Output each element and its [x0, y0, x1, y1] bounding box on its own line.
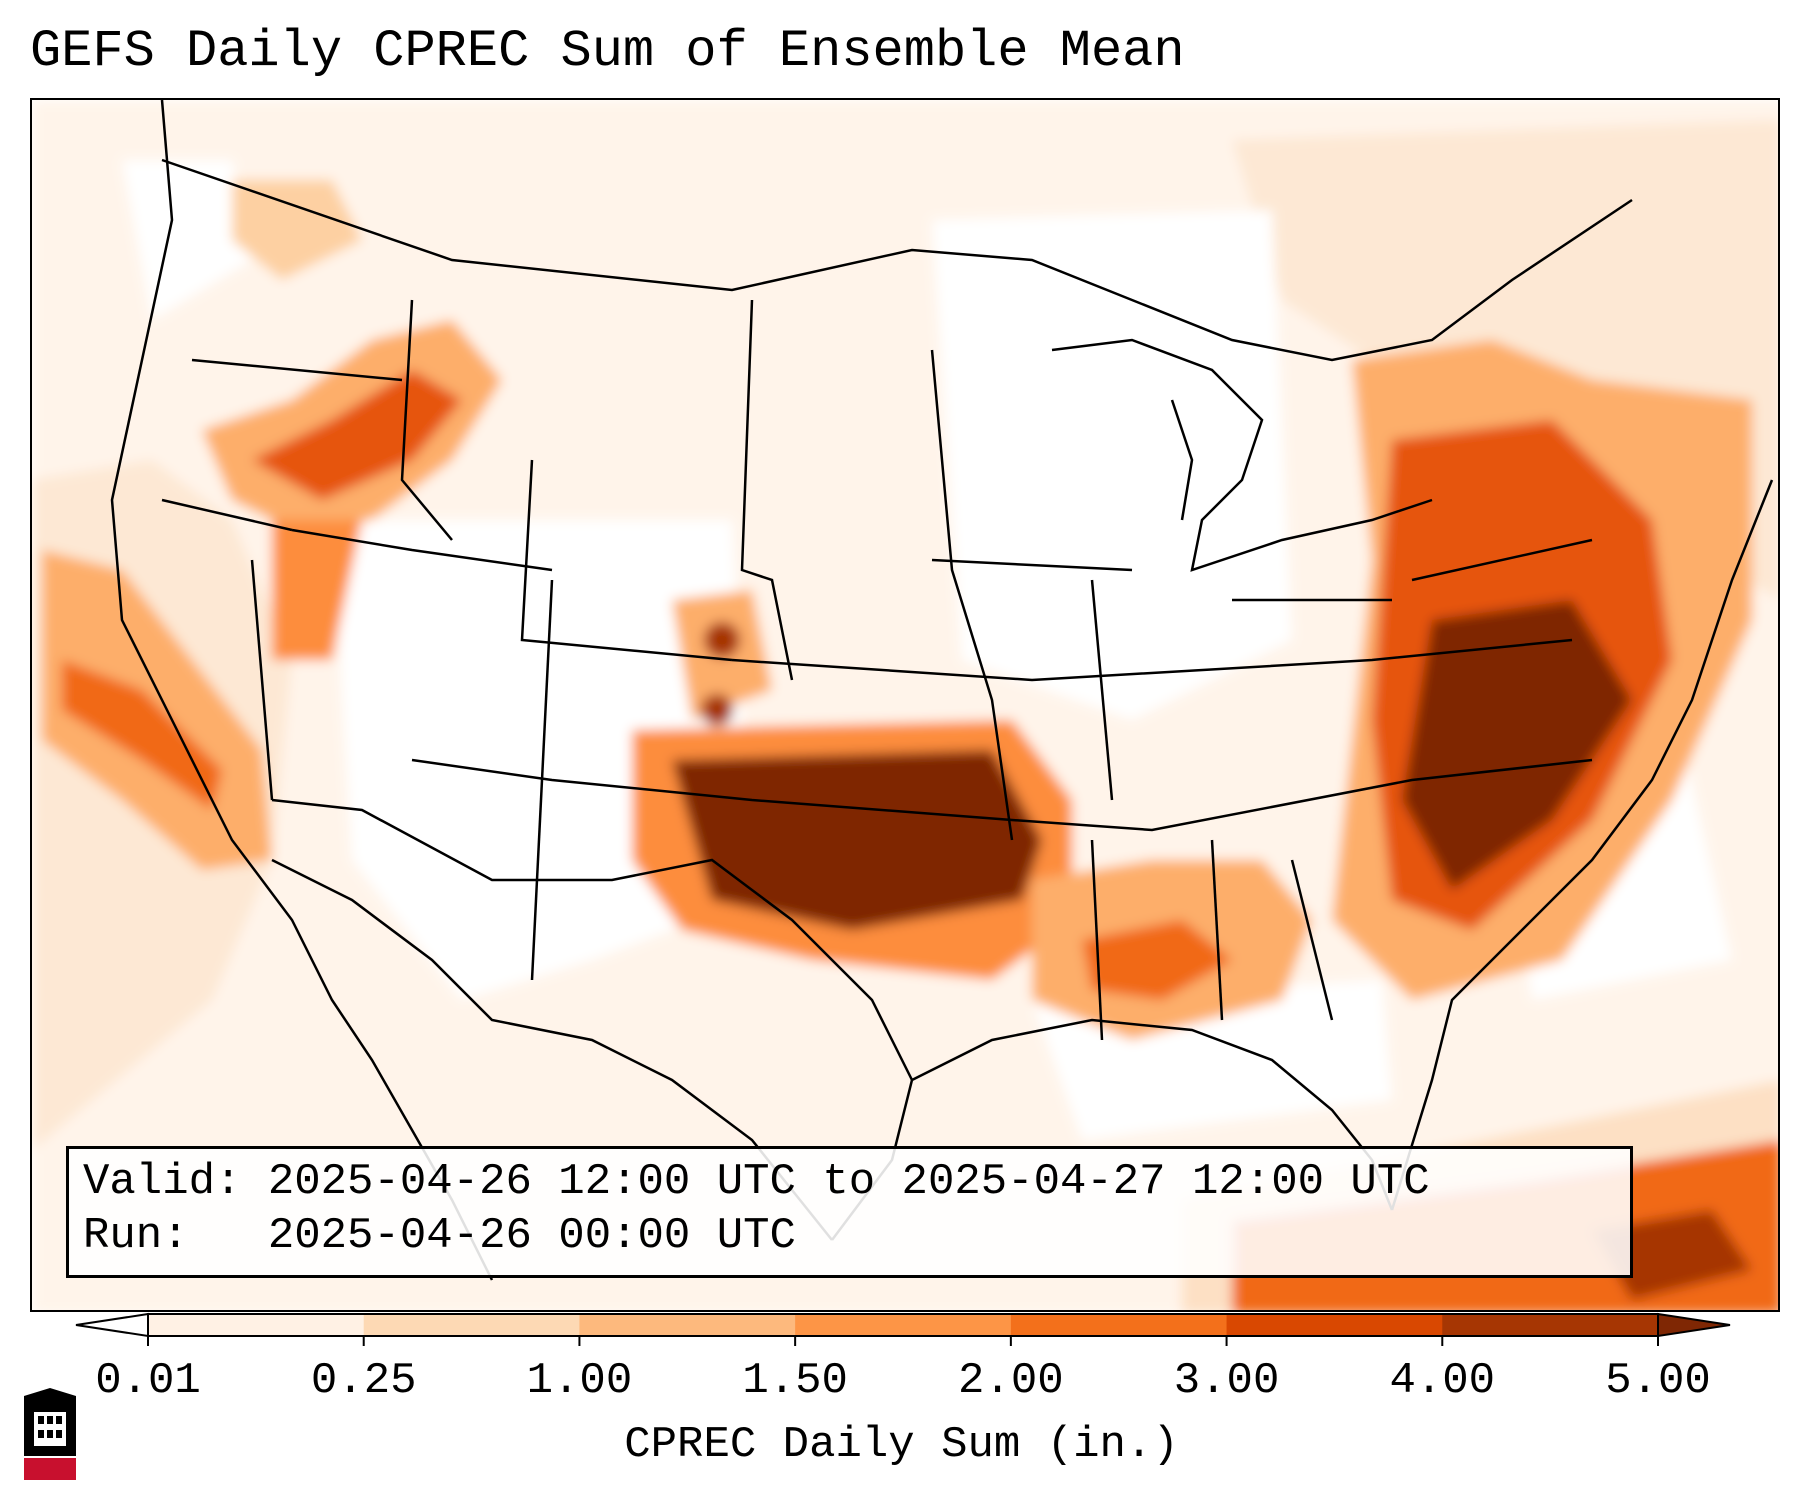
colorbar-segment — [1010, 1314, 1228, 1336]
colorbar-segment — [795, 1314, 1012, 1336]
precipitation-map — [32, 100, 1778, 1310]
precip-field — [32, 100, 1778, 1310]
colorbar-segments — [75, 1312, 1731, 1338]
valid-run-info-box: Valid: 2025-04-26 12:00 UTC to 2025-04-2… — [66, 1146, 1633, 1278]
map-title: GEFS Daily CPREC Sum of Ensemble Mean — [30, 22, 1185, 81]
niu-logo-icon — [24, 1388, 76, 1480]
colorbar-outline — [147, 1313, 1659, 1337]
colorbar-ticks — [147, 1336, 1659, 1346]
colorbar-over-arrow — [1657, 1312, 1731, 1338]
colorbar-tick-label: 0.01 — [95, 1356, 201, 1406]
colorbar-segment — [363, 1314, 580, 1336]
colorbar-tick-label: 2.00 — [958, 1356, 1064, 1406]
run-value: 2025-04-26 00:00 UTC — [267, 1211, 796, 1261]
colorbar-segment — [148, 1314, 365, 1336]
colorbar-tick-label: 5.00 — [1605, 1356, 1711, 1406]
map-panel — [30, 98, 1780, 1312]
colorbar-tick-label: 1.50 — [742, 1356, 848, 1406]
colorbar-tick-label: 3.00 — [1173, 1356, 1280, 1406]
colorbar-tick-labels: 0.01 0.25 1.00 1.50 2.00 3.00 4.00 5.00 — [0, 1356, 1803, 1416]
colorbar-tick-label: 4.00 — [1389, 1356, 1496, 1406]
run-label: Run: — [83, 1211, 189, 1261]
colorbar — [75, 1312, 1731, 1346]
colorbar-tick-label: 0.25 — [310, 1356, 417, 1406]
colorbar-segment — [579, 1314, 796, 1336]
valid-label: Valid: — [83, 1157, 242, 1207]
map-boundaries — [110, 100, 1774, 1281]
colorbar-label: CPREC Daily Sum (in.) — [624, 1420, 1179, 1470]
colorbar-segment — [1442, 1314, 1659, 1336]
valid-value: 2025-04-26 12:00 UTC to 2025-04-27 12:00… — [267, 1157, 1430, 1207]
colorbar-segment — [1226, 1314, 1443, 1336]
colorbar-tick-label: 1.00 — [526, 1356, 633, 1406]
colorbar-under-arrow — [75, 1312, 149, 1338]
